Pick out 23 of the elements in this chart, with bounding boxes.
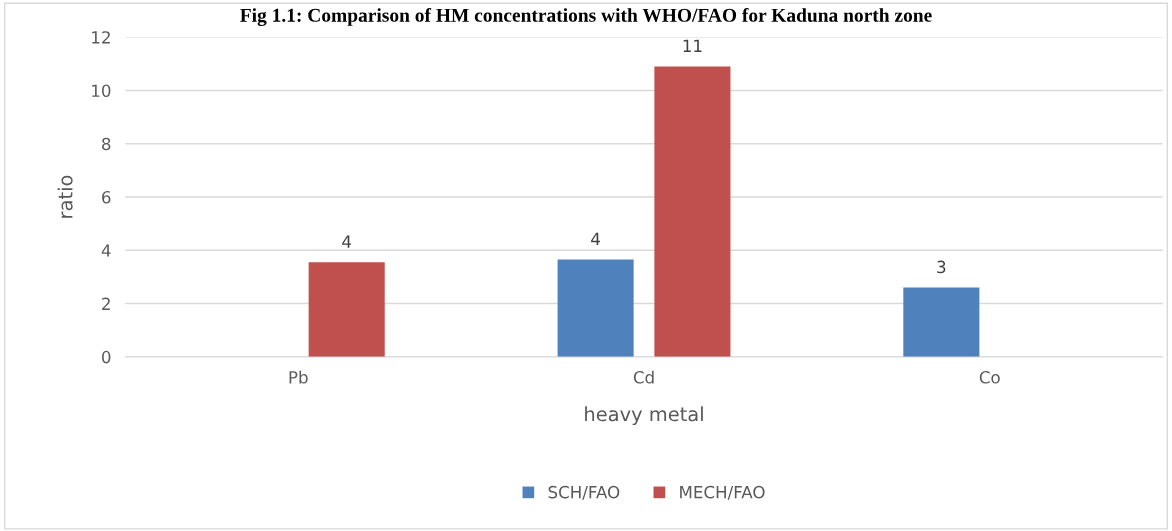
x-tick-label: Co <box>979 371 1000 384</box>
bar <box>903 287 980 357</box>
y-tick-label: 4 <box>101 244 111 257</box>
x-tick-label: Pb <box>289 370 308 384</box>
bar <box>557 259 634 357</box>
x-tick-label: Cd <box>633 370 654 384</box>
y-tick-label: 10 <box>92 84 111 98</box>
legend-label: SCH/FAO <box>548 485 620 500</box>
y-tick-label: 2 <box>102 297 110 310</box>
data-label: 3 <box>937 260 946 274</box>
y-axis-title: ratio <box>57 175 73 218</box>
bar <box>654 66 731 357</box>
chart-title: Fig 1.1: Comparison of HM concentrations with WHO/FAO for Kaduna north zone <box>240 7 932 26</box>
legend-label: MECH/FAO <box>680 485 765 500</box>
y-tick-label: 8 <box>102 137 111 151</box>
bar <box>308 262 385 357</box>
data-label: 4 <box>342 235 352 248</box>
y-tick-label: 0 <box>102 350 111 364</box>
y-tick-label: 6 <box>102 190 111 204</box>
y-tick-label: 12 <box>92 31 110 44</box>
data-label: 4 <box>591 232 600 246</box>
data-label: 11 <box>683 39 702 52</box>
x-axis-title: heavy metal <box>585 406 703 426</box>
